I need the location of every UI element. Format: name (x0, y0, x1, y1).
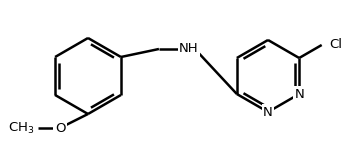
Text: N: N (294, 88, 304, 100)
Text: Cl: Cl (330, 39, 343, 52)
Text: CH$_3$: CH$_3$ (8, 120, 34, 136)
Text: N: N (263, 106, 273, 118)
Text: NH: NH (179, 43, 199, 55)
Text: O: O (55, 122, 65, 134)
